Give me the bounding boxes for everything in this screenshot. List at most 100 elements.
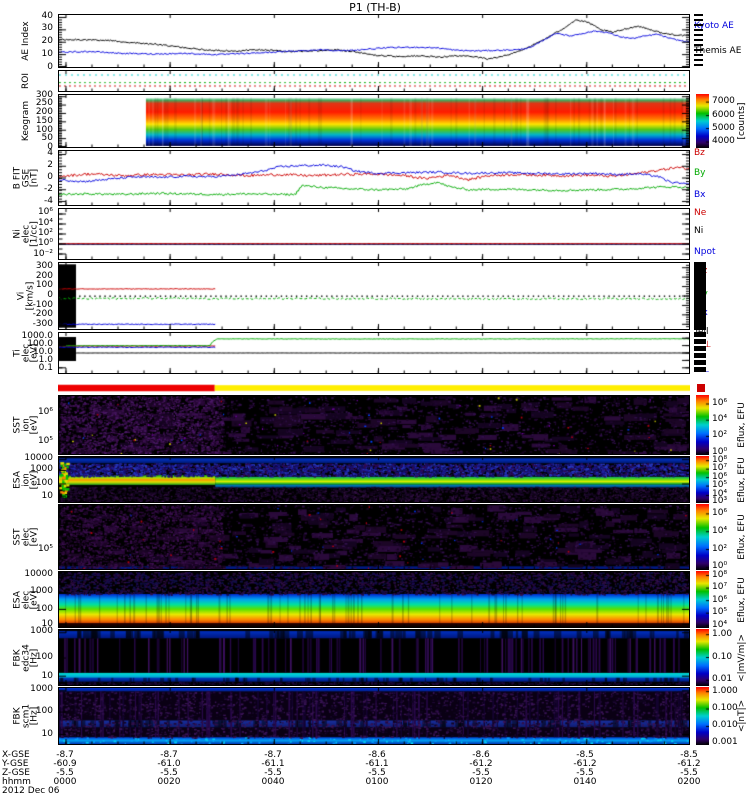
esa-ion-plot	[59, 457, 689, 502]
y-tick-label: 10⁵	[37, 544, 53, 555]
roi-axis-title: ROI	[20, 73, 31, 89]
panel-ni	[58, 208, 690, 260]
footer-value: -61.2	[677, 759, 701, 769]
footer-value: 0100	[365, 777, 389, 787]
footer-value: -8.7	[264, 750, 282, 760]
vi-plot	[59, 263, 689, 329]
colorbar-tick-label: 10⁸	[712, 454, 728, 465]
footer-value: -8.5	[576, 750, 594, 760]
esa-ion-colorbar-unit: Eflux, EFU	[736, 456, 747, 503]
colorbar-tick-label: 10⁸	[712, 569, 728, 580]
legend-by: By	[694, 167, 706, 178]
footer-row-label: Y-GSE	[2, 759, 29, 769]
footer-value: 0120	[469, 777, 493, 787]
y-tick-label: 1000	[30, 586, 53, 597]
colorbar-tick-label: 10⁴	[712, 619, 728, 630]
esa-elec-colorbar-unit: Eflux, EFU	[736, 576, 747, 623]
roi-plot	[59, 71, 689, 91]
colorbar-tick-label: 10²	[712, 543, 728, 554]
footer-value: -5.5	[56, 768, 74, 778]
panel-roi	[58, 70, 690, 92]
colorbar-tick-label: 0.001	[712, 737, 738, 748]
footer-value: -8.6	[472, 750, 490, 760]
colorbar-tick-label: 10⁷	[712, 463, 728, 474]
panel-ti	[58, 332, 690, 374]
panel-sst-ion	[58, 395, 690, 455]
colorbar-tick-label: 0.01	[712, 674, 733, 685]
y-tick-label: 10⁰	[37, 238, 53, 249]
colorbar-tick-label: 1.000	[712, 685, 738, 696]
panel-esa-ion	[58, 456, 690, 503]
y-tick-label: 10	[41, 49, 53, 60]
legend-npot: Npot	[694, 246, 716, 257]
esa-elec-axis-title: ESA elec [eV]	[12, 590, 40, 609]
colorbar-tick-label: 10⁷	[712, 582, 728, 593]
y-tick-label: 10.0	[32, 347, 53, 357]
colorbar-tick-label: 5000	[712, 122, 735, 133]
ni-axis-title: Ni elec [1/cc]	[12, 221, 40, 247]
y-tick-label: 10⁶	[37, 207, 53, 218]
colorbar-tick-label: 10³	[712, 495, 728, 506]
y-tick-label: 100	[35, 478, 53, 489]
colorbar-tick-label: 10⁶	[712, 471, 728, 482]
footer-value: -5.5	[576, 768, 594, 778]
y-tick-label: 1.0	[38, 354, 53, 365]
y-tick-label: -200	[32, 309, 53, 320]
fast-survey-bar-plot	[58, 384, 690, 392]
y-tick-label: 1000	[30, 625, 53, 636]
colorbar-tick-label: 10⁴	[712, 489, 728, 500]
colorbar-tick-label: 10⁶	[712, 594, 728, 605]
sst-elec-axis-title: SST elec [eV]	[12, 527, 40, 547]
y-tick-label: 1000	[30, 683, 53, 694]
panel-fbk-scm1	[58, 687, 690, 745]
ti-plot	[59, 333, 689, 373]
footer-value: -61.1	[365, 759, 389, 769]
sst-ion-colorbar-unit: Eflux, EFU	[736, 402, 747, 448]
colorbar-tick-label: 10⁶	[712, 398, 728, 408]
fbk-scm1-plot	[59, 688, 689, 744]
ae-index-axis-title: AE Index	[20, 21, 31, 61]
y-tick-label: 300	[35, 260, 53, 271]
legend-ni: Ni	[694, 225, 704, 236]
footer-value: -61.1	[261, 759, 285, 769]
y-tick-label: -300	[32, 319, 53, 330]
keogram-colorbar-unit: [counts]	[736, 102, 747, 140]
y-tick-label: 10⁻²	[33, 248, 53, 259]
ae-index-plot	[59, 15, 689, 67]
y-tick-label: -100	[32, 299, 53, 310]
y-tick-label: 1000	[30, 464, 53, 475]
y-tick-label: 30	[41, 23, 53, 34]
footer-value: -8.6	[368, 750, 386, 760]
footer-row-label: Z-GSE	[2, 768, 30, 778]
colorbar-tick-label: 1.00	[712, 628, 733, 639]
footer-value: -5.5	[680, 768, 698, 778]
right-flag-bar	[694, 332, 706, 374]
colorbar-tick-label: 10⁵	[712, 607, 728, 618]
footer-value: -8.7	[160, 750, 178, 760]
colorbar-tick-label: 10⁶	[712, 507, 728, 518]
y-tick-label: 4	[47, 147, 53, 158]
fbk-edc34-colorbar-unit: <|mV/m|>	[736, 633, 747, 682]
footer-value: -5.5	[368, 768, 386, 778]
y-tick-label: 100	[35, 280, 53, 291]
y-tick-label: 150	[35, 115, 53, 126]
footer-row-label: hhmm	[2, 777, 31, 787]
y-tick-label: -2	[44, 184, 53, 195]
footer-value: -61.2	[469, 759, 493, 769]
colorbar-tick-label: 10⁴	[712, 414, 728, 425]
y-tick-label: 40	[41, 10, 53, 21]
y-tick-label: 10	[41, 490, 53, 501]
colorbar-tick-label: 0.100	[712, 703, 738, 714]
y-tick-label: 20	[41, 36, 53, 47]
fbk-edc34-axis-title: FBK edc34 [Hz]	[12, 643, 40, 672]
b-fit-plot	[59, 151, 689, 205]
y-tick-label: 10²	[37, 228, 53, 238]
footer-value: 0040	[261, 777, 285, 787]
panel-keogram	[58, 94, 690, 148]
sst-ion-colorbar	[696, 395, 709, 455]
esa-ion-colorbar	[696, 456, 709, 503]
footer-value: -61.2	[573, 759, 597, 769]
fbk-edc34-colorbar	[696, 629, 709, 686]
y-tick-label: 10000	[24, 568, 53, 579]
